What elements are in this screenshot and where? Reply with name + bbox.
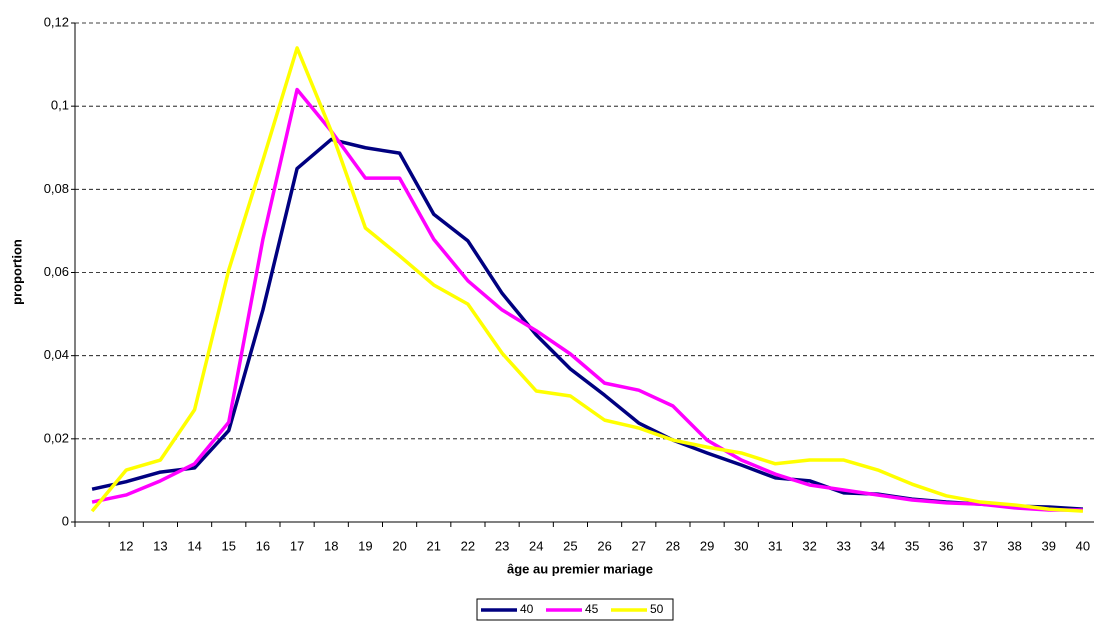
x-tick-label: 40 — [1076, 538, 1090, 553]
x-tick-label: 12 — [119, 538, 133, 553]
x-tick-label: 35 — [905, 538, 919, 553]
x-tick-label: 37 — [973, 538, 987, 553]
y-tick-label: 0 — [62, 513, 69, 528]
x-tick-label: 13 — [153, 538, 167, 553]
y-tick-label: 0,08 — [44, 181, 69, 196]
legend-label: 40 — [520, 602, 534, 616]
x-tick-label: 30 — [734, 538, 748, 553]
x-tick-label: 15 — [222, 538, 236, 553]
series-line — [90, 46, 1084, 513]
x-tick-label: 27 — [632, 538, 646, 553]
x-tick-label: 34 — [871, 538, 885, 553]
x-tick-label: 22 — [461, 538, 475, 553]
x-tick-label: 32 — [802, 538, 816, 553]
x-tick-label: 31 — [768, 538, 782, 553]
y-tick-label: 0,06 — [44, 264, 69, 279]
x-tick-label: 18 — [324, 538, 338, 553]
series-line — [91, 87, 1083, 512]
x-tick-label: 20 — [392, 538, 406, 553]
x-tick-label: 26 — [597, 538, 611, 553]
x-axis-title: âge au premier mariage — [507, 561, 653, 576]
x-tick-label: 33 — [837, 538, 851, 553]
y-tick-label: 0,12 — [44, 14, 69, 29]
x-tick-label: 21 — [427, 538, 441, 553]
y-tick-label: 0,1 — [51, 98, 69, 113]
series-line — [91, 137, 1084, 511]
x-tick-label: 28 — [666, 538, 680, 553]
x-tick-label: 23 — [495, 538, 509, 553]
x-tick-label: 16 — [256, 538, 270, 553]
x-tick-label: 14 — [187, 538, 201, 553]
x-tick-label: 24 — [529, 538, 543, 553]
x-tick-label: 39 — [1042, 538, 1056, 553]
legend-label: 50 — [650, 602, 664, 616]
y-tick-label: 0,02 — [44, 430, 69, 445]
x-tick-label: 29 — [700, 538, 714, 553]
x-tick-label: 38 — [1007, 538, 1021, 553]
y-axis-title: proportion — [9, 239, 24, 305]
x-tick-label: 36 — [939, 538, 953, 553]
legend-label: 45 — [585, 602, 599, 616]
x-tick-label: 17 — [290, 538, 304, 553]
x-tick-label: 25 — [563, 538, 577, 553]
y-tick-label: 0,04 — [44, 347, 69, 362]
x-tick-label: 19 — [358, 538, 372, 553]
